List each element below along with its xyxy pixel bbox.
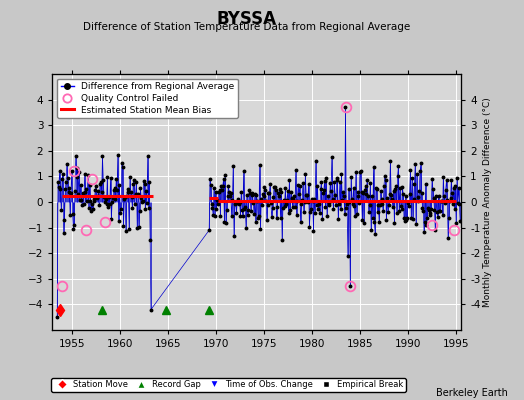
Legend: Station Move, Record Gap, Time of Obs. Change, Empirical Break: Station Move, Record Gap, Time of Obs. C…	[51, 378, 406, 392]
Text: Difference of Station Temperature Data from Regional Average: Difference of Station Temperature Data f…	[83, 22, 410, 32]
Text: Berkeley Earth: Berkeley Earth	[436, 388, 508, 398]
Text: BYSSA: BYSSA	[216, 10, 276, 28]
Y-axis label: Monthly Temperature Anomaly Difference (°C): Monthly Temperature Anomaly Difference (…	[483, 97, 493, 307]
Legend: Difference from Regional Average, Quality Control Failed, Estimated Station Mean: Difference from Regional Average, Qualit…	[57, 78, 238, 118]
